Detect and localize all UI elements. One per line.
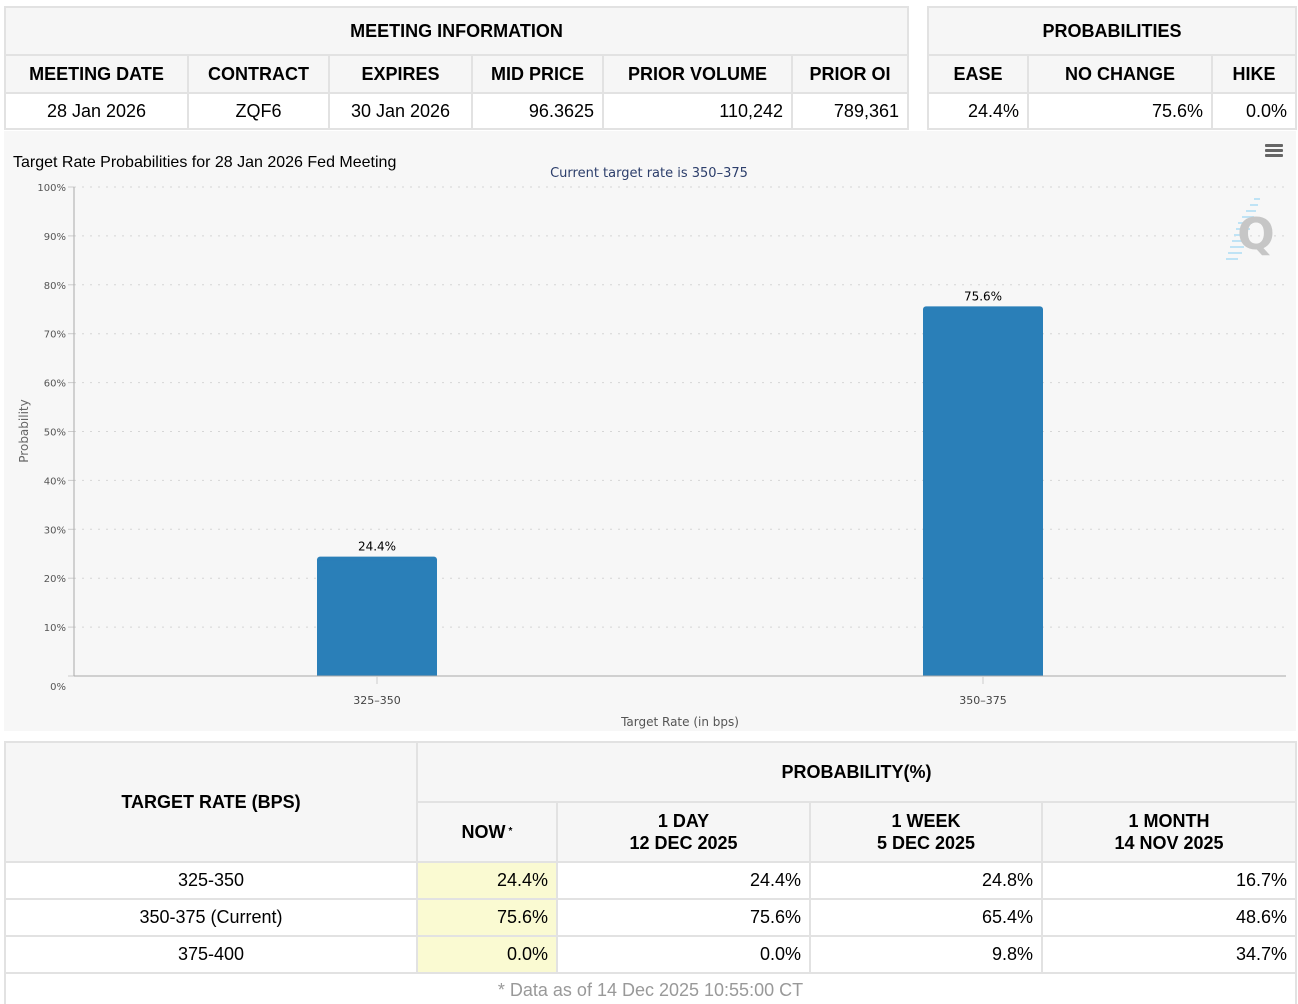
probability-forecast-table: TARGET RATE (BPS) PROBABILITY(%) NOW * 1 … — [4, 741, 1297, 1004]
y-tick-label: 70% — [44, 330, 66, 341]
x-axis-label: Target Rate (in bps) — [620, 715, 739, 729]
col-1-month-label: 1 MONTH — [1128, 811, 1210, 831]
target-rate-chart: Target Rate Probabilities for 28 Jan 202… — [4, 131, 1296, 731]
one-week-cell: 24.8% — [809, 861, 1043, 900]
col-1-week-date: 5 DEC 2025 — [876, 833, 976, 853]
rate-cell: 325-350 — [4, 861, 418, 900]
col-ease: EASE — [927, 54, 1029, 94]
prior-volume-value: 110,242 — [602, 92, 793, 130]
table-row: 350-375 (Current) 75.6% 75.6% 65.4% 48.6… — [4, 898, 1297, 937]
now-cell: 0.0% — [416, 935, 558, 974]
y-tick-label: 80% — [44, 281, 66, 292]
col-now-label: NOW — [461, 822, 506, 842]
now-cell: 75.6% — [416, 898, 558, 937]
y-tick-label: 30% — [44, 525, 66, 536]
col-target-rate: TARGET RATE (BPS) — [4, 741, 418, 863]
rate-cell: 350-375 (Current) — [4, 898, 418, 937]
table-row: 375-400 0.0% 0.0% 9.8% 34.7% — [4, 935, 1297, 974]
col-1-day-date: 12 DEC 2025 — [629, 833, 738, 853]
chart-subtitle: Current target rate is 350–375 — [550, 166, 748, 181]
meeting-information-header: MEETING INFORMATION — [4, 6, 909, 56]
col-expires: EXPIRES — [328, 54, 473, 94]
hamburger-menu-icon[interactable] — [1265, 144, 1283, 158]
col-1-day-label: 1 DAY — [657, 811, 710, 831]
one-day-cell: 0.0% — [556, 935, 811, 974]
now-footnote-marker: * — [508, 826, 513, 837]
col-hike: HIKE — [1211, 54, 1297, 94]
col-1-week: 1 WEEK 5 DEC 2025 — [809, 801, 1043, 863]
probability-header: PROBABILITY(%) — [416, 741, 1297, 803]
ease-value: 24.4% — [927, 92, 1029, 130]
data-label: 75.6% — [964, 289, 1002, 303]
bars: 24.4% 75.6% — [317, 289, 1043, 676]
col-1-month: 1 MONTH 14 NOV 2025 — [1041, 801, 1297, 863]
y-tick-label: 100% — [37, 183, 66, 194]
one-day-cell: 75.6% — [556, 898, 811, 937]
col-no-change: NO CHANGE — [1027, 54, 1213, 94]
y-tick-label: 0% — [50, 682, 66, 693]
y-axis-ticks: 0% 10% 20% 30% 40% 50% 60% 70% 80% 90% 100% — [37, 183, 74, 693]
bar-body — [923, 310, 1043, 676]
one-week-cell: 9.8% — [809, 935, 1043, 974]
data-label: 24.4% — [358, 540, 396, 554]
col-prior-oi: PRIOR OI — [791, 54, 909, 94]
grid-lines — [74, 186, 1286, 628]
y-tick-label: 10% — [44, 623, 66, 634]
col-1-month-date: 14 NOV 2025 — [1114, 833, 1224, 853]
col-meeting-date: MEETING DATE — [4, 54, 189, 94]
y-tick-label: 90% — [44, 232, 66, 243]
q-logo-icon: Q — [1226, 198, 1275, 260]
x-tick-label: 325–350 — [353, 694, 401, 707]
mid-price-value: 96.3625 — [471, 92, 604, 130]
one-day-cell: 24.4% — [556, 861, 811, 900]
one-week-cell: 65.4% — [809, 898, 1043, 937]
x-tick-label: 350–375 — [959, 694, 1007, 707]
hike-value: 0.0% — [1211, 92, 1297, 130]
y-tick-label: 60% — [44, 379, 66, 390]
table-row: 325-350 24.4% 24.4% 24.8% 16.7% — [4, 861, 1297, 900]
probabilities-row: 24.4% 75.6% 0.0% — [927, 92, 1297, 130]
y-tick-label: 50% — [44, 428, 66, 439]
no-change-value: 75.6% — [1027, 92, 1213, 130]
meeting-information-table: MEETING INFORMATION MEETING DATE CONTRAC… — [4, 6, 909, 130]
one-month-cell: 48.6% — [1041, 898, 1297, 937]
now-cell: 24.4% — [416, 861, 558, 900]
contract-value: ZQF6 — [187, 92, 330, 130]
rate-cell: 375-400 — [4, 935, 418, 974]
bar-body — [317, 560, 437, 676]
col-1-day: 1 DAY 12 DEC 2025 — [556, 801, 811, 863]
one-month-cell: 34.7% — [1041, 935, 1297, 974]
y-tick-label: 20% — [44, 574, 66, 585]
x-axis-ticks: 325–350 350–375 — [353, 676, 1007, 707]
y-tick-label: 40% — [44, 476, 66, 487]
col-1-week-label: 1 WEEK — [891, 811, 961, 831]
svg-text:Q: Q — [1237, 209, 1274, 260]
prior-oi-value: 789,361 — [791, 92, 909, 130]
one-month-cell: 16.7% — [1041, 861, 1297, 900]
expires-value: 30 Jan 2026 — [328, 92, 473, 130]
col-mid-price: MID PRICE — [471, 54, 604, 94]
y-axis-label: Probability — [17, 399, 31, 462]
chart-plot: Q Current target rate is 350–375 0% 10% 20… — [17, 166, 1286, 729]
col-prior-volume: PRIOR VOLUME — [602, 54, 793, 94]
col-contract: CONTRACT — [187, 54, 330, 94]
data-timestamp-footnote: * Data as of 14 Dec 2025 10:55:00 CT — [4, 972, 1297, 1004]
probabilities-table: PROBABILITIES EASE NO CHANGE HIKE 24.4% … — [927, 6, 1297, 130]
meeting-date-value: 28 Jan 2026 — [4, 92, 189, 130]
chart-title: Target Rate Probabilities for 28 Jan 202… — [13, 154, 397, 171]
meeting-row: 28 Jan 2026 ZQF6 30 Jan 2026 96.3625 110… — [4, 92, 909, 130]
probabilities-header: PROBABILITIES — [927, 6, 1297, 56]
col-now: NOW * — [416, 801, 558, 863]
